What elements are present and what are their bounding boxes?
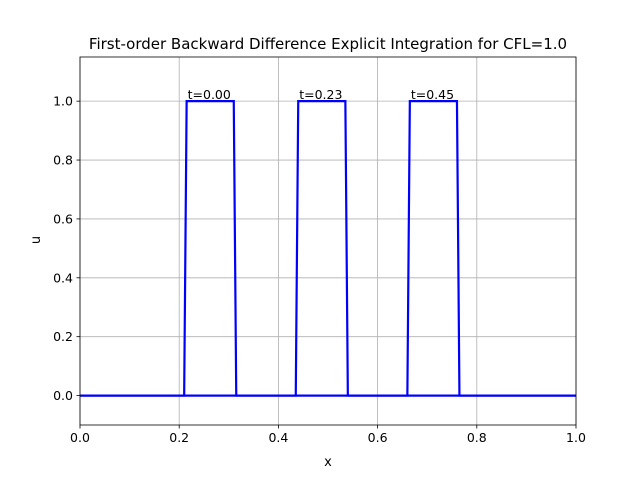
y-axis-ticks: 0.0 0.2 0.4 0.6 0.8 1.0 — [53, 94, 80, 403]
y-axis-label: u — [29, 236, 44, 244]
x-tick-label-5: 1.0 — [566, 430, 586, 445]
y-tick-label-0: 0.0 — [53, 388, 73, 403]
y-tick-label-4: 0.8 — [53, 153, 73, 168]
annotation-1: t=0.23 — [299, 87, 342, 102]
x-axis-label: x — [324, 455, 332, 470]
x-tick-label-4: 0.8 — [467, 430, 487, 445]
x-tick-label-1: 0.2 — [169, 430, 189, 445]
series-line-2 — [80, 100, 576, 397]
annotation-2: t=0.45 — [411, 87, 454, 102]
y-tick-label-1: 0.2 — [53, 329, 73, 344]
x-axis-ticks: 0.0 0.2 0.4 0.6 0.8 1.0 — [70, 425, 586, 445]
y-tick-label-2: 0.4 — [53, 270, 73, 285]
x-tick-label-0: 0.0 — [70, 430, 90, 445]
y-tick-label-3: 0.6 — [53, 211, 73, 226]
x-tick-label-2: 0.4 — [268, 430, 288, 445]
x-tick-label-3: 0.6 — [368, 430, 388, 445]
annotations-group: t=0.00 t=0.23 t=0.45 — [188, 87, 454, 102]
chart-title: First-order Backward Difference Explicit… — [89, 35, 567, 53]
series-group — [80, 100, 576, 397]
y-tick-label-5: 1.0 — [53, 94, 73, 109]
plot-frame — [79, 56, 577, 426]
annotation-0: t=0.00 — [188, 87, 231, 102]
